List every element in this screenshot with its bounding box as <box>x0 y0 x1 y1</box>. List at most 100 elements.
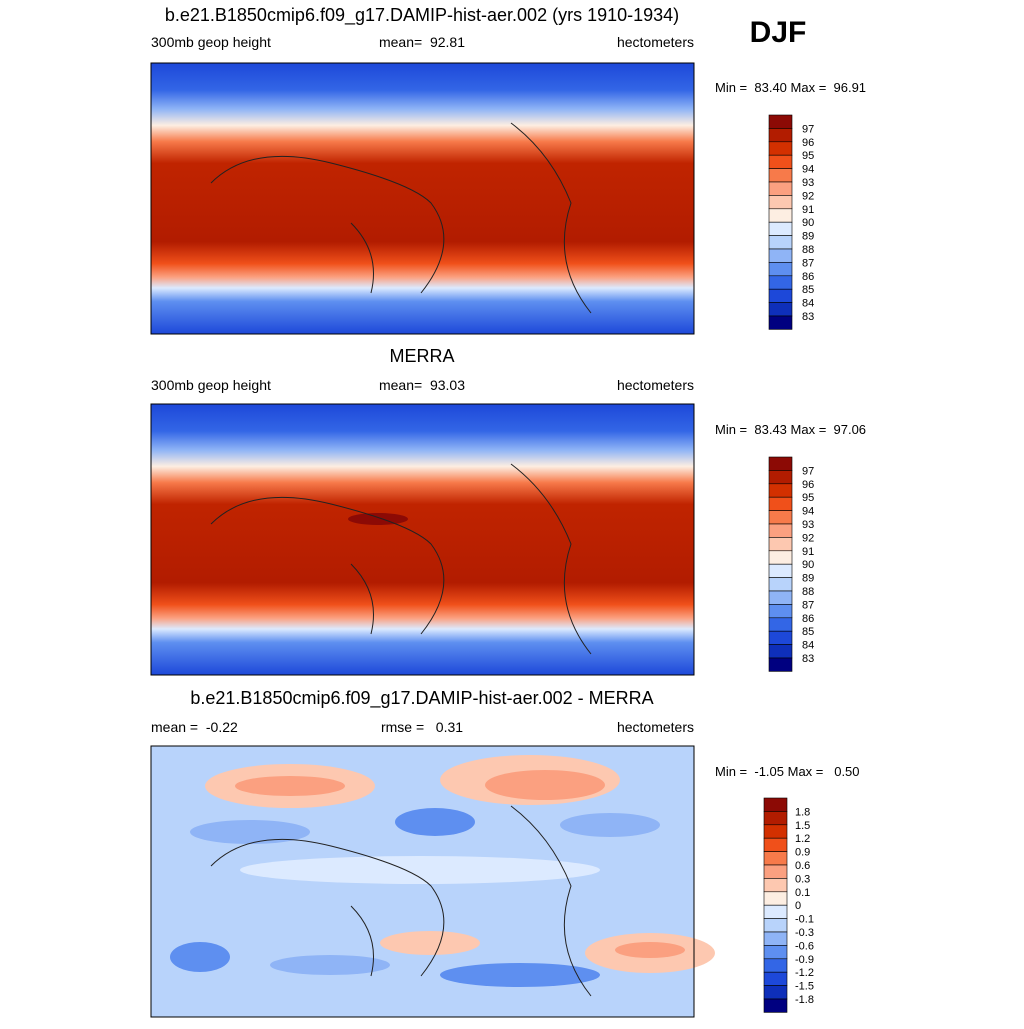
colorbar-box <box>768 235 793 250</box>
map-anomaly <box>560 813 660 837</box>
colorbar-box <box>768 604 793 619</box>
map-field <box>151 404 694 675</box>
map-anomaly <box>235 776 345 796</box>
colorbar-label: 0.3 <box>795 873 810 885</box>
colorbar-label: -1.8 <box>795 994 814 1006</box>
colorbar-label: 84 <box>802 640 814 652</box>
colorbar-box <box>763 891 788 906</box>
map-max-region <box>348 513 408 525</box>
colorbar-label: -1.5 <box>795 981 814 993</box>
colorbar-label: -0.1 <box>795 914 814 926</box>
colorbar-box <box>768 657 793 672</box>
colorbar-label: 90 <box>802 559 814 571</box>
map-anomaly <box>170 942 230 972</box>
colorbar-label: 87 <box>802 599 814 611</box>
colorbar-label: 93 <box>802 177 814 189</box>
colorbar-label: 85 <box>802 284 814 296</box>
colorbar-label: 97 <box>802 465 814 477</box>
colorbar-label: 88 <box>802 586 814 598</box>
colorbar-box <box>768 275 793 290</box>
min-max: Min = 83.40 Max = 96.91 <box>715 80 866 95</box>
colorbar-box <box>763 945 788 960</box>
colorbar-box <box>763 797 788 812</box>
colorbar-box <box>763 837 788 852</box>
colorbar-label: 90 <box>802 217 814 229</box>
map-anomaly <box>380 931 480 955</box>
colorbar-box <box>763 931 788 946</box>
colorbar-label: 1.2 <box>795 833 810 845</box>
colorbar-box <box>768 208 793 223</box>
colorbar-box <box>763 824 788 839</box>
left-label: mean = -0.22 <box>151 719 238 735</box>
colorbar-label: 87 <box>802 257 814 269</box>
min-max: Min = 83.43 Max = 97.06 <box>715 422 866 437</box>
colorbar-label: 84 <box>802 298 814 310</box>
colorbar-label: 85 <box>802 626 814 638</box>
colorbar-label: 95 <box>802 150 814 162</box>
colorbar-box <box>768 195 793 210</box>
colorbar-box <box>768 590 793 605</box>
colorbar-box <box>763 998 788 1013</box>
colorbar-box <box>768 114 793 129</box>
colorbar-label: 86 <box>802 271 814 283</box>
right-label: hectometers <box>617 377 694 393</box>
colorbar-label: 97 <box>802 123 814 135</box>
colorbar-box <box>763 958 788 973</box>
colorbar-label: -0.9 <box>795 954 814 966</box>
colorbar-box <box>768 630 793 645</box>
colorbar-box <box>768 221 793 236</box>
colorbar-box <box>768 262 793 277</box>
center-label: rmse = 0.31 <box>381 719 463 735</box>
colorbar-box <box>763 878 788 893</box>
map-anomaly <box>190 820 310 844</box>
colorbar-box <box>768 154 793 169</box>
colorbar-label: 95 <box>802 492 814 504</box>
colorbar-box <box>768 456 793 471</box>
colorbar-label: 0.9 <box>795 847 810 859</box>
colorbar-box <box>768 617 793 632</box>
colorbar-label: 1.5 <box>795 820 810 832</box>
colorbar-box <box>763 985 788 1000</box>
colorbar-label: 96 <box>802 137 814 149</box>
colorbar-label: 96 <box>802 479 814 491</box>
colorbar-label: 1.8 <box>795 806 810 818</box>
map-frame <box>150 62 695 335</box>
colorbar-label: 89 <box>802 231 814 243</box>
colorbar-box <box>768 168 793 183</box>
colorbar-box <box>763 811 788 826</box>
colorbar-box <box>763 918 788 933</box>
colorbar-label: 92 <box>802 190 814 202</box>
colorbar-label: 88 <box>802 244 814 256</box>
colorbar-box <box>763 904 788 919</box>
colorbar-label: -0.3 <box>795 927 814 939</box>
colorbar-box <box>768 510 793 525</box>
coastline <box>210 805 592 997</box>
colorbar-label: 91 <box>802 204 814 216</box>
map-anomaly <box>270 955 390 975</box>
colorbar-label: 0 <box>795 900 801 912</box>
min-max: Min = -1.05 Max = 0.50 <box>715 764 860 779</box>
colorbar-label: -1.2 <box>795 967 814 979</box>
colorbar-label: 92 <box>802 532 814 544</box>
colorbar-box <box>768 470 793 485</box>
colorbar-label: 0.6 <box>795 860 810 872</box>
center-label: mean= 93.03 <box>379 377 465 393</box>
colorbar-box <box>768 483 793 498</box>
colorbar-box <box>768 577 793 592</box>
colorbar-box <box>768 181 793 196</box>
map-frame <box>150 403 695 676</box>
colorbar-box <box>763 864 788 879</box>
colorbar-label: 89 <box>802 573 814 585</box>
colorbar-box <box>768 302 793 317</box>
colorbar-label: 83 <box>802 653 814 665</box>
left-label: 300mb geop height <box>151 377 271 393</box>
colorbar-label: 83 <box>802 311 814 323</box>
season-label: DJF <box>750 16 807 49</box>
colorbar-box <box>768 141 793 156</box>
colorbar-box <box>768 288 793 303</box>
colorbar-box <box>768 496 793 511</box>
colorbar-label: -0.6 <box>795 940 814 952</box>
right-label: hectometers <box>617 719 694 735</box>
